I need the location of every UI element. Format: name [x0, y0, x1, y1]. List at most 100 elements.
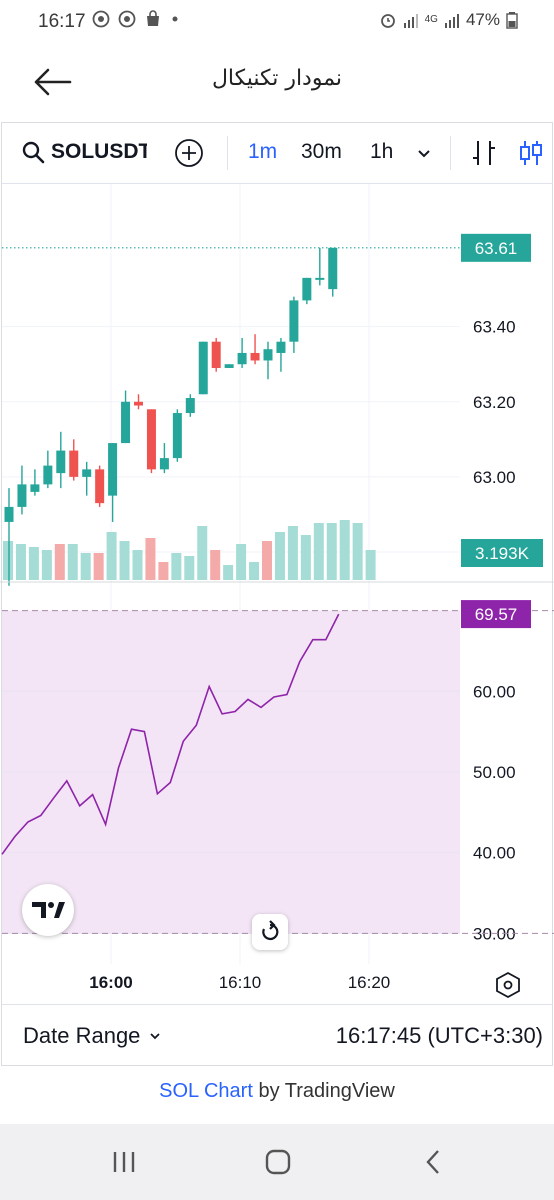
candle-body: [108, 443, 118, 496]
indicator-axis-label: 60.00: [473, 682, 516, 701]
candle-chart-type-icon[interactable]: [517, 138, 545, 168]
indicator-value-badge: [461, 600, 531, 629]
dot-icon: [172, 16, 178, 22]
chart-bottom-bar: Date Range 16:17:45 (UTC+3:30): [1, 1004, 553, 1066]
volume-bar: [197, 526, 208, 580]
chart-canvas[interactable]: 63.4063.2063.0062.8063.613.193K60.0050.0…: [0, 184, 554, 1004]
indicator-axis-label: 40.00: [473, 844, 516, 863]
volume-bar: [184, 556, 195, 580]
candle-body: [17, 484, 27, 507]
volume-bar: [249, 562, 260, 580]
candle-body: [159, 458, 169, 470]
status-bar: 16:17 4G 47%: [0, 0, 554, 42]
volume-bar: [287, 526, 298, 580]
network-label: 4G: [424, 14, 438, 25]
interval-1h[interactable]: 1h: [370, 140, 394, 163]
settings-center: [503, 980, 513, 990]
candle-body: [289, 300, 299, 342]
tradingview-logo-icon: [32, 902, 65, 918]
volume-bar: [54, 544, 65, 580]
candle-body: [302, 277, 312, 301]
volume-bar: [326, 523, 337, 580]
candle-body: [146, 409, 156, 470]
volume-bar: [365, 550, 376, 580]
candle-body: [172, 413, 182, 459]
candle-body: [43, 465, 53, 485]
interval-1m[interactable]: 1m: [248, 140, 278, 163]
toolbar-divider: [450, 136, 451, 170]
price-axis-label: 63.40: [473, 318, 516, 337]
battery-percent: 47%: [465, 10, 500, 29]
add-symbol-icon[interactable]: [174, 138, 204, 168]
alarm-icon: [380, 14, 395, 28]
candle-body: [198, 341, 208, 395]
volume-bar: [41, 550, 52, 580]
timezone-clock[interactable]: 16:17:45 (UTC+3:30): [335, 1023, 543, 1048]
candle-body: [134, 401, 143, 406]
status-time: 16:17: [38, 11, 86, 32]
volume-bar: [28, 547, 39, 580]
time-axis-label: 16:00: [89, 973, 132, 992]
volume-bar: [3, 541, 13, 580]
volume-bar: [158, 562, 169, 580]
back-nav-icon[interactable]: [418, 1146, 450, 1178]
symbol-name: SOLUSDT: [51, 140, 147, 163]
volume-bar: [300, 535, 311, 580]
volume-bar: [352, 523, 363, 580]
bar-chart-type-icon[interactable]: [469, 138, 499, 168]
last-price-badge: [461, 233, 531, 262]
candle-body: [82, 469, 92, 477]
volume-bar: [274, 532, 285, 580]
candle-body: [237, 352, 247, 365]
volume-bar: [67, 544, 78, 580]
candle-body: [185, 398, 195, 414]
reset-icon: [262, 920, 279, 941]
volume-bar: [93, 553, 104, 580]
back-arrow-icon[interactable]: [30, 64, 74, 100]
candle-body: [56, 450, 66, 474]
candle-body: [95, 469, 105, 504]
attribution: SOL Chart by TradingView: [0, 1080, 554, 1103]
chart-widget: [1, 122, 553, 1066]
page-title: نمودار تکنیکال: [211, 66, 343, 91]
recent-apps-icon[interactable]: [108, 1146, 140, 1178]
candle-body: [211, 341, 221, 368]
settings-hexagon: [496, 971, 520, 999]
sol-chart-link[interactable]: SOL Chart: [159, 1080, 253, 1102]
status-system-icons: 4G 47%: [379, 10, 518, 30]
candle-body: [69, 450, 79, 477]
volume-bar: [210, 550, 221, 580]
chevron-down-icon[interactable]: [411, 138, 437, 168]
candle-body: [30, 484, 40, 492]
candle-body: [250, 352, 260, 361]
chart-toolbar: SOLUSDT 1m 30m 1h: [1, 122, 553, 184]
app-header: نمودار تکنیکال: [0, 42, 554, 120]
reset-chart-button[interactable]: [252, 914, 288, 950]
battery-icon: [506, 12, 518, 29]
time-axis-label: 16:10: [219, 973, 262, 992]
chevron-down-icon: [150, 1033, 161, 1040]
volume-badge: [461, 539, 543, 567]
volume-bar: [80, 553, 91, 580]
volume-label: 3.193K: [475, 544, 530, 563]
symbol-search[interactable]: SOLUSDT: [21, 140, 147, 164]
volume-bar: [171, 553, 182, 580]
candle-body: [276, 341, 286, 353]
interval-30m[interactable]: 30m: [301, 140, 342, 163]
volume-bar: [15, 544, 26, 580]
volume-bar: [339, 520, 350, 580]
system-nav-bar: [0, 1124, 554, 1200]
volume-bar: [223, 565, 234, 580]
candle-body: [224, 364, 234, 368]
date-range-button[interactable]: Date Range: [23, 1023, 162, 1049]
home-icon[interactable]: [262, 1146, 294, 1178]
search-icon: [22, 141, 45, 164]
settings-icon[interactable]: [496, 971, 520, 999]
shop-bag-icon: [147, 10, 159, 26]
price-axis-label: 63.00: [473, 468, 516, 487]
tradingview-logo-button[interactable]: [22, 884, 74, 936]
chrome-icon: [92, 10, 110, 28]
volume-bar: [119, 541, 130, 580]
signal-icon: [444, 14, 459, 28]
status-notification-icons: [92, 10, 180, 28]
